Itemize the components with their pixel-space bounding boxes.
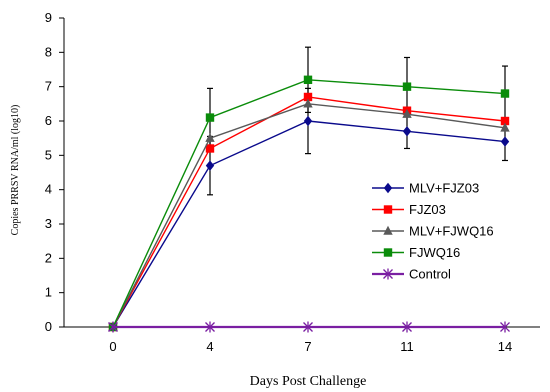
y-tick-label: 9: [45, 10, 52, 25]
y-tick-label: 4: [45, 182, 52, 197]
data-point-fjwq16: [205, 113, 215, 122]
series-mlv-fjwq16: [108, 98, 510, 331]
data-point-control: [108, 321, 118, 333]
data-point-mlv-fjwq16: [205, 132, 215, 142]
legend-label: MLV+FJWQ16: [409, 224, 494, 239]
data-point-mlv-fjz03: [205, 160, 215, 171]
series-fjz03: [108, 92, 510, 332]
legend-item-mlv-fjwq16: MLV+FJWQ16: [372, 224, 494, 239]
series-line-fjwq16: [112, 79, 506, 328]
y-tick-label: 6: [45, 113, 52, 128]
data-point-mlv-fjz03: [500, 136, 510, 147]
data-point-control: [500, 321, 510, 333]
data-point-fjz03: [500, 116, 510, 126]
x-tick-label: 14: [498, 339, 512, 354]
y-tick-label: 5: [45, 147, 52, 162]
series-fjwq16: [108, 75, 510, 332]
data-point-fjwq16: [303, 75, 313, 84]
legend-marker: [383, 182, 393, 194]
x-tick-label: 7: [304, 339, 311, 354]
data-point-mlv-fjwq16: [402, 108, 412, 118]
legend-item-fjz03: FJZ03: [372, 202, 446, 217]
legend: MLV+FJZ03 FJZ03 MLV+FJWQ16 FJWQ16 Control: [372, 181, 494, 282]
y-axis-title: Copies PRRSV RNA/ml (log10): [10, 105, 21, 236]
series-control: [108, 321, 510, 333]
x-tick-label: 11: [400, 339, 414, 354]
legend-label: MLV+FJZ03: [409, 181, 479, 196]
legend-label: FJWQ16: [409, 245, 460, 260]
y-tick-label: 1: [45, 285, 52, 300]
series-mlv-fjz03: [108, 115, 510, 333]
data-point-control: [303, 321, 313, 333]
data-point-mlv-fjwq16: [500, 122, 510, 132]
x-tick-label: 0: [109, 339, 116, 354]
y-tick-label: 2: [45, 250, 52, 265]
data-point-fjz03: [205, 144, 215, 153]
y-axis: 0 1 2 3 4 5 6 7 8 9: [45, 10, 65, 334]
x-tick-label: 4: [206, 339, 213, 354]
y-tick-label: 8: [45, 44, 52, 59]
data-point-fjz03: [303, 92, 313, 102]
data-point-control: [402, 321, 412, 333]
x-axis-title: Days Post Challenge: [250, 374, 367, 389]
data-point-mlv-fjz03: [303, 115, 313, 127]
y-tick-label: 7: [45, 79, 52, 94]
legend-marker: [383, 268, 393, 280]
legend-marker: [383, 205, 393, 214]
legend-marker: [383, 248, 393, 257]
series-layer: [108, 46, 510, 333]
data-point-control: [205, 321, 215, 333]
legend-label: Control: [409, 267, 451, 282]
legend-label: FJZ03: [409, 202, 446, 217]
data-point-mlv-fjwq16: [303, 98, 313, 108]
data-point-fjwq16: [402, 82, 412, 91]
legend-item-control: Control: [372, 267, 451, 282]
legend-item-mlv-fjz03: MLV+FJZ03: [372, 181, 479, 196]
legend-marker: [383, 225, 393, 235]
x-axis: 0 4 7 11 14: [64, 326, 540, 354]
legend-item-fjwq16: FJWQ16: [372, 245, 460, 260]
y-tick-label: 3: [45, 216, 52, 231]
data-point-fjwq16: [500, 89, 510, 98]
data-point-mlv-fjz03: [402, 126, 412, 137]
series-line-mlv-fjwq16: [112, 103, 506, 328]
y-tick-label: 0: [45, 319, 52, 334]
